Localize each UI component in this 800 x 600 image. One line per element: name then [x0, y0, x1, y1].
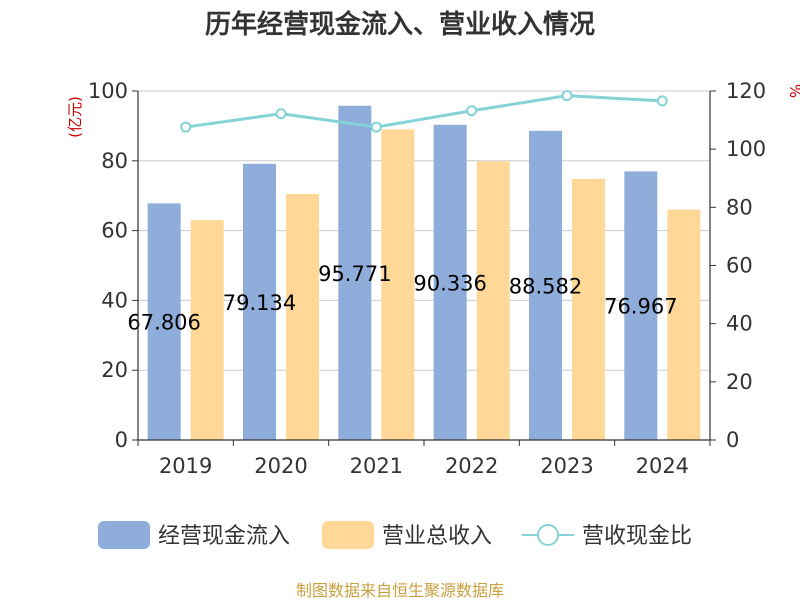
legend-label-0: 经营现金流入: [158, 524, 290, 549]
gridlines: [138, 90, 710, 371]
right-axis-unit: %: [786, 84, 800, 98]
data-label-2020: 79.134: [223, 291, 296, 315]
x-tick-label-5: 2024: [636, 454, 689, 478]
x-tick-label-0: 2019: [159, 454, 212, 478]
legend-marker-2: [537, 524, 559, 546]
bar-cash-inflow-2021: [338, 105, 372, 440]
ratio-point-2021: [370, 121, 382, 133]
right-tick-label-6: 120: [726, 79, 766, 103]
chart-title: 历年经营现金流入、营业收入情况: [205, 9, 595, 40]
legend-swatch-1: [322, 521, 374, 549]
ratio-point-2022: [466, 105, 478, 117]
right-tick-label-0: 0: [726, 428, 739, 452]
left-tick-label-3: 60: [101, 219, 128, 243]
bar-revenue-2019: [190, 220, 224, 440]
legend-label-1: 营业总收入: [382, 524, 492, 549]
bars: [147, 105, 701, 441]
x-tick-label-4: 2023: [540, 454, 593, 478]
legend-swatch-0: [98, 521, 150, 549]
right-tick-label-2: 40: [726, 312, 753, 336]
ratio-point-2023: [561, 90, 573, 102]
left-tick-label-4: 80: [101, 149, 128, 173]
ratio-line-path: [185, 94, 663, 129]
data-label-2024: 76.967: [604, 295, 677, 319]
bar-revenue-2024: [667, 209, 701, 440]
bar-cash-inflow-2024: [624, 171, 658, 440]
ratio-point-2020: [275, 108, 287, 120]
ratio-point-2019: [180, 121, 192, 133]
left-tick-label-5: 100: [88, 79, 128, 103]
bar-cash-inflow-2023: [529, 130, 562, 440]
bar-cash-inflow-2020: [243, 163, 276, 441]
left-tick-label-1: 20: [101, 358, 128, 382]
ratio-line: [180, 90, 668, 133]
data-label-2022: 90.336: [413, 271, 486, 295]
bar-revenue-2020: [286, 193, 319, 440]
left-tick-label-0: 0: [115, 428, 128, 452]
bar-revenue-2021: [381, 129, 415, 440]
data-label-2021: 95.771: [318, 262, 391, 286]
right-tick-label-3: 60: [726, 254, 753, 278]
source-note: 制图数据来自恒生聚源数据库: [296, 581, 504, 600]
left-tick-label-2: 40: [101, 288, 128, 312]
x-tick-label-3: 2022: [445, 454, 498, 478]
legend: 经营现金流入 营业总收入 营收现金比: [98, 521, 692, 549]
legend-label-2: 营收现金比: [582, 524, 692, 549]
bar-cash-inflow-2022: [433, 124, 467, 441]
axes: 0 20 40 60 80 100 0 20 40 60 80 100 120 2019 2020 2021 2…: [88, 79, 766, 478]
data-label-2023: 88.582: [509, 274, 582, 298]
bar-cash-inflow-2019: [147, 203, 181, 440]
bar-revenue-2023: [572, 178, 605, 440]
right-tick-label-1: 20: [726, 370, 753, 394]
data-labels: 67.806 79.134 95.771 90.336 88.582 76.967: [127, 262, 677, 335]
left-axis-unit: (亿元): [66, 96, 84, 138]
ratio-point-2024: [656, 95, 668, 107]
x-tick-label-2: 2021: [350, 454, 403, 478]
right-tick-label-5: 100: [726, 137, 766, 161]
right-tick-label-4: 80: [726, 195, 753, 219]
bar-revenue-2022: [476, 161, 510, 441]
x-tick-label-1: 2020: [254, 454, 307, 478]
data-label-2019: 67.806: [127, 311, 200, 335]
